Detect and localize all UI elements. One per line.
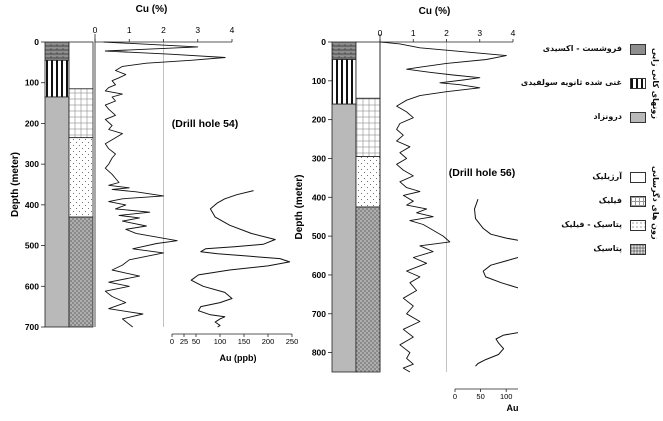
cu-axis-label: Cu (%) <box>136 4 168 15</box>
alteration-segment-argillic <box>355 41 381 99</box>
alteration-segment-phyllic <box>68 88 94 139</box>
depth-tick-label: 200 <box>25 118 39 128</box>
legend-item-argillic: آرژیلیک <box>518 170 660 188</box>
legend-label-argillic: آرژیلیک <box>592 172 622 181</box>
lithology-segment-sulfide <box>331 59 357 105</box>
alteration-segment-potassic-phyllic <box>68 137 94 218</box>
depth-tick-label: 700 <box>312 309 326 319</box>
chart-title: (Drill hole 54) <box>172 118 239 130</box>
depth-tick-label: 400 <box>312 192 326 202</box>
legend-swatch-phyllic <box>630 196 646 207</box>
legend-item-sulfide: غنی شده ثانویه سولفیدی <box>518 76 660 94</box>
lithology-segment-hypogene <box>331 103 357 373</box>
legend-label-phyllic: فیلیک <box>598 196 622 205</box>
au-tick-label: 100 <box>500 392 513 401</box>
legend-swatch-argillic <box>630 172 646 183</box>
cu-tick-label: 4 <box>230 25 235 35</box>
cu-tick-label: 4 <box>511 28 516 38</box>
depth-tick-label: 100 <box>312 76 326 86</box>
cu-tick-label: 2 <box>444 28 449 38</box>
depth-tick-label: 0 <box>321 37 326 47</box>
alteration-segment-argillic <box>68 41 94 90</box>
legend-group-rock: زون های دگرسانی <box>651 166 660 240</box>
legend-label-oxide: فروشست - اکسیدی <box>542 44 622 53</box>
au-tick-label: 25 <box>180 337 188 346</box>
au-series-line <box>474 199 563 367</box>
legend-swatch-potassic-phyllic <box>630 220 646 231</box>
legend-item-oxide: فروشست - اکسیدی <box>518 42 660 60</box>
au-tick-label: 200 <box>262 337 275 346</box>
legend-item-potassic: پتاسیک <box>518 242 660 260</box>
legend-swatch-hypogene <box>630 112 646 123</box>
depth-axis-label: Depth (meter) <box>294 174 305 239</box>
legend-item-phyllic: فیلیک <box>518 194 660 212</box>
depth-tick-label: 800 <box>312 348 326 358</box>
lithology-segment-oxide <box>44 41 70 61</box>
au-tick-label: 100 <box>214 337 227 346</box>
cu-series-line <box>379 41 507 373</box>
depth-tick-label: 300 <box>312 153 326 163</box>
depth-tick-label: 500 <box>25 241 39 251</box>
depth-tick-label: 500 <box>312 231 326 241</box>
legend-swatch-oxide <box>630 44 646 55</box>
legend-group-lithology: زونهای کانی زایی <box>651 48 660 119</box>
depth-tick-label: 0 <box>34 37 39 47</box>
legend-label-sulfide: غنی شده ثانویه سولفیدی <box>520 78 622 87</box>
cu-tick-label: 1 <box>411 28 416 38</box>
cu-tick-label: 0 <box>378 28 383 38</box>
au-tick-label: 50 <box>192 337 200 346</box>
depth-axis-label: Depth (meter) <box>10 152 21 217</box>
lithology-segment-oxide <box>331 41 357 60</box>
cu-tick-label: 3 <box>477 28 482 38</box>
au-tick-label: 250 <box>286 337 299 346</box>
cu-tick-label: 0 <box>93 25 98 35</box>
depth-tick-label: 100 <box>25 78 39 88</box>
depth-tick-label: 200 <box>312 115 326 125</box>
legend-item-potassic-phyllic: پتاسیک - فیلیک <box>518 218 660 236</box>
cu-series-line <box>103 41 226 328</box>
alteration-segment-potassic-phyllic <box>355 156 381 208</box>
depth-tick-label: 600 <box>312 270 326 280</box>
lithology-segment-sulfide <box>44 59 70 98</box>
alteration-segment-potassic <box>68 216 94 328</box>
alteration-segment-phyllic <box>355 97 381 157</box>
au-axis-label: Au (ppb) <box>220 353 257 363</box>
alteration-segment-potassic <box>355 206 381 373</box>
au-series-line <box>190 190 291 328</box>
legend-item-hypogene: درونزاد <box>518 110 660 128</box>
au-tick-label: 150 <box>238 337 251 346</box>
legend-label-hypogene: درونزاد <box>593 112 622 121</box>
legend-swatch-sulfide <box>630 78 646 89</box>
cu-axis-label: Cu (%) <box>419 6 451 17</box>
depth-tick-label: 400 <box>25 200 39 210</box>
au-tick-label: 0 <box>453 392 457 401</box>
lithology-segment-hypogene <box>44 96 70 328</box>
depth-tick-label: 700 <box>25 322 39 332</box>
legend-swatch-potassic <box>630 244 646 255</box>
au-tick-label: 50 <box>476 392 484 401</box>
legend-label-potassic: پتاسیک <box>593 244 622 253</box>
cu-tick-label: 3 <box>195 25 200 35</box>
legend-label-potassic-phyllic: پتاسیک - فیلیک <box>561 220 622 229</box>
au-axis-label: Au (ppb) <box>507 403 518 413</box>
chart-title: (Drill hole 56) <box>449 167 516 179</box>
au-tick-label: 0 <box>170 337 174 346</box>
depth-tick-label: 600 <box>25 281 39 291</box>
depth-tick-label: 300 <box>25 159 39 169</box>
cu-tick-label: 2 <box>161 25 166 35</box>
legend: فروشست - اکسیدی غنی شده ثانویه سولفیدی د… <box>518 36 660 276</box>
cu-tick-label: 1 <box>127 25 132 35</box>
